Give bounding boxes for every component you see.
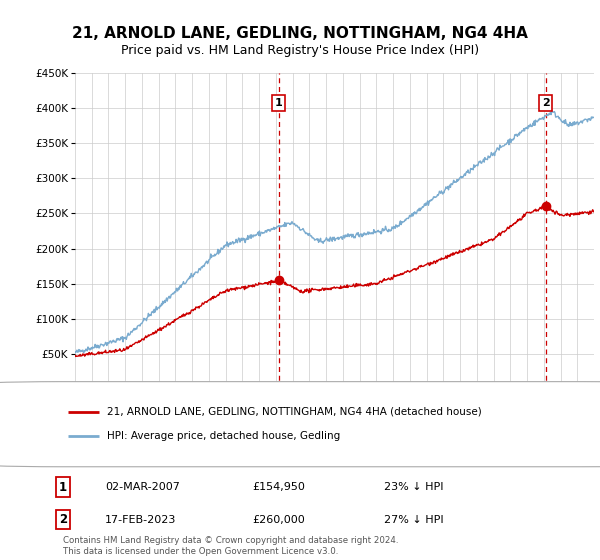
FancyBboxPatch shape [0,382,600,467]
Text: 17-FEB-2023: 17-FEB-2023 [105,515,176,525]
Text: £260,000: £260,000 [252,515,305,525]
Text: 21, ARNOLD LANE, GEDLING, NOTTINGHAM, NG4 4HA: 21, ARNOLD LANE, GEDLING, NOTTINGHAM, NG… [72,26,528,41]
Text: 02-MAR-2007: 02-MAR-2007 [105,482,180,492]
Text: Price paid vs. HM Land Registry's House Price Index (HPI): Price paid vs. HM Land Registry's House … [121,44,479,57]
Text: 2: 2 [542,98,550,108]
Text: 2: 2 [59,513,67,526]
Text: 27% ↓ HPI: 27% ↓ HPI [384,515,443,525]
Text: 21, ARNOLD LANE, GEDLING, NOTTINGHAM, NG4 4HA (detached house): 21, ARNOLD LANE, GEDLING, NOTTINGHAM, NG… [107,407,482,417]
Text: 1: 1 [275,98,283,108]
Text: 23% ↓ HPI: 23% ↓ HPI [384,482,443,492]
Text: 1: 1 [59,480,67,494]
Text: £154,950: £154,950 [252,482,305,492]
Text: Contains HM Land Registry data © Crown copyright and database right 2024.
This d: Contains HM Land Registry data © Crown c… [63,536,398,556]
Text: HPI: Average price, detached house, Gedling: HPI: Average price, detached house, Gedl… [107,431,340,441]
